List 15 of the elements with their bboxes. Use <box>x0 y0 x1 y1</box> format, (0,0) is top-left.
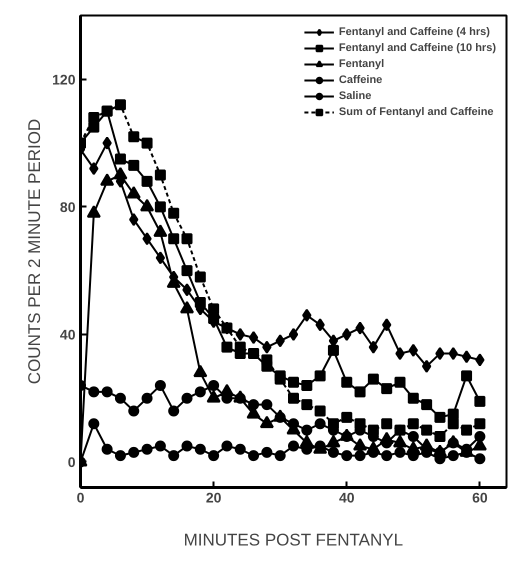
y-tick-label: 40 <box>60 326 76 342</box>
legend-label: Fentanyl and Caffeine (10 hrs) <box>338 41 496 55</box>
legend-label: Fentanyl and Caffeine (4 hrs) <box>338 25 490 39</box>
x-tick-label: 40 <box>338 490 355 506</box>
x-axis-title: MINUTES POST FENTANYL <box>184 530 404 550</box>
x-tick-label: 20 <box>206 490 222 506</box>
y-axis-title: COUNTS PER 2 MINUTE PERIOD <box>25 118 44 384</box>
x-tick-label: 60 <box>472 490 488 506</box>
legend-label: Saline <box>338 89 372 103</box>
legend-label: Caffeine <box>338 73 382 87</box>
legend-label: Sum of Fentanyl and Caffeine <box>338 105 494 119</box>
y-tick-label: 0 <box>68 454 76 470</box>
y-tick-label: 80 <box>60 198 76 215</box>
legend-label: Fentanyl <box>338 57 384 71</box>
y-tick-label: 120 <box>52 71 76 88</box>
